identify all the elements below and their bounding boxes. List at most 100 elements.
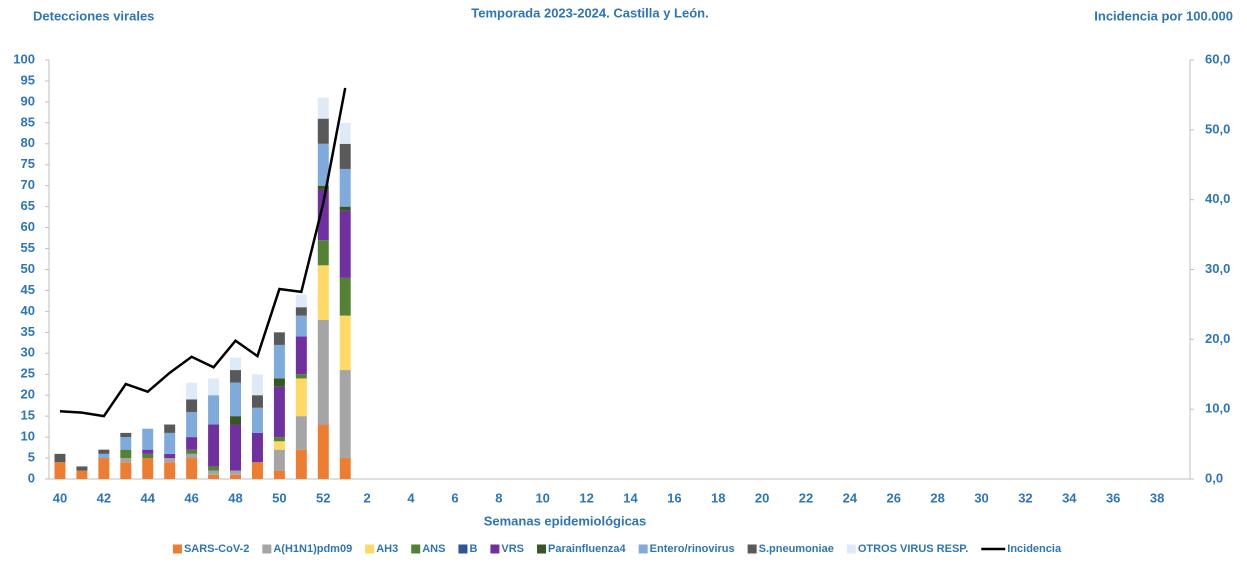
line [59,87,347,418]
bar-segment [230,474,241,479]
y-tick-label: 70 [21,177,35,192]
legend-label: A(H1N1)pdm09 [273,543,352,555]
x-tick-label: 46 [184,490,198,505]
bar-segment [98,458,110,479]
legend-label: S.pneumoniae [759,543,834,555]
bar-segment [120,437,132,450]
x-tick-label: 52 [316,490,330,505]
y-tick-label: 25 [21,366,35,381]
x-tick-label: 28 [930,490,944,505]
y-tick-label: 45 [21,282,35,297]
bar-segment [120,458,132,463]
legend-symbol [638,544,648,554]
legend-symbol [365,544,375,554]
bar-segment [251,462,263,479]
x-tick-label: 12 [579,490,593,505]
x-tick-label: 4 [407,490,415,505]
y-tick-label: 90 [21,93,35,108]
y-tick-label: 80 [21,135,35,150]
bar-segment [339,277,351,316]
bar-segment [273,437,285,442]
x-tick-label: 14 [623,490,638,505]
bar-segment [76,470,88,479]
legend-item: Parainfluenza4 [537,543,627,555]
x-tick-label: 16 [667,490,681,505]
bar-segment [317,143,329,186]
bar-segment [120,432,132,438]
legend-label: B [469,543,477,555]
bar-segment [295,336,307,375]
y-tick-label: 60 [21,219,35,234]
x-tick-label: 50 [272,490,286,505]
bar-segment [54,462,66,479]
bar-segment [54,453,66,463]
bar-segment [339,210,351,278]
bar-segment [230,357,241,371]
legend-symbol [262,544,272,554]
legend-item: OTROS VIRUS RESP. [846,543,968,555]
y2-axis-title: Incidencia por 100.000 [1094,8,1233,23]
y-tick-label: 15 [21,408,35,423]
bar-segment [208,378,220,396]
bar-segment [142,453,154,459]
y-tick-label: 5 [28,449,35,464]
bar-segment [317,118,329,144]
bar-segment [273,344,285,379]
legend-item: Incidencia [981,543,1062,555]
y-tick-label: 75 [21,156,35,171]
bar-segment [339,168,351,207]
bar-segment [273,378,285,387]
x-tick-label: 32 [1018,490,1032,505]
legend-item: B [458,543,477,555]
chart-title: Temporada 2023-2024. Castilla y León. [471,5,708,20]
x-tick-label: 8 [495,490,502,505]
legend-symbol [846,544,856,554]
bar-segment [251,432,263,463]
bar-segment [208,424,220,467]
bar-segment [317,97,329,119]
bar-segment [317,189,329,241]
bar-segment [230,416,241,425]
bar-segment [98,449,110,454]
bar-segment [295,294,307,308]
y-tick-label: 85 [21,114,35,129]
bar-segment [164,458,176,463]
bar-segment [208,395,220,425]
legend-label: VRS [501,543,524,555]
legend-label: Entero/rinovirus [650,543,735,555]
x-tick-label: 38 [1150,490,1164,505]
x-tick-label: 22 [799,490,813,505]
bar-segment [186,399,198,412]
bar-segment [230,424,241,471]
bar-segment [76,466,88,471]
bar-segment [273,332,285,345]
y-tick-label: 20 [21,387,35,402]
y-tick-label: 0 [28,470,35,485]
bar-segment [295,416,307,450]
y-tick-label: 30 [21,345,35,360]
bar-segment [164,462,176,479]
y-tick-label: 10 [21,429,35,444]
legend-symbol [411,544,421,554]
bar-segment [186,449,198,454]
y-tick-label: 40 [21,303,35,318]
bar-segment [273,470,285,479]
bar-segment [142,458,154,479]
bar-segment [186,458,198,479]
bar-segment [142,449,154,454]
x-tick-label: 36 [1106,490,1120,505]
y2-tick-label: 60,0 [1205,51,1230,66]
legend-item: ANS [411,543,445,555]
legend-symbol [490,544,500,554]
x-tick-label: 26 [887,490,901,505]
y-tick-label: 65 [21,198,35,213]
bar-segment [273,441,285,450]
x-tick-label: 18 [711,490,725,505]
bar-segment [339,206,351,211]
legend-symbol [537,544,547,554]
bar-segment [186,411,198,438]
y2-tick-label: 40,0 [1205,191,1230,206]
bar-segment [164,424,176,433]
bar-segment [186,437,198,450]
